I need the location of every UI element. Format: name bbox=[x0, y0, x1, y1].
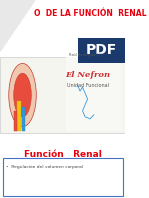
Text: Función   Renal: Función Renal bbox=[24, 150, 101, 159]
Ellipse shape bbox=[9, 63, 36, 127]
Text: Unidad Funcional: Unidad Funcional bbox=[67, 83, 109, 88]
FancyBboxPatch shape bbox=[77, 38, 125, 63]
Text: Raúl Rodríguez [?]: Raúl Rodríguez [?] bbox=[69, 53, 101, 57]
Bar bbox=[22, 107, 25, 131]
FancyBboxPatch shape bbox=[0, 57, 125, 133]
Text: El Nefron: El Nefron bbox=[65, 71, 110, 79]
Text: •  Regulación del volumen corporal: • Regulación del volumen corporal bbox=[6, 165, 83, 169]
Bar bbox=[14, 111, 17, 131]
Bar bbox=[17, 101, 21, 131]
Bar bbox=[66, 57, 121, 131]
Ellipse shape bbox=[14, 73, 31, 117]
FancyBboxPatch shape bbox=[3, 158, 123, 196]
Text: O  DE LA FUNCIÓN  RENAL: O DE LA FUNCIÓN RENAL bbox=[34, 9, 146, 18]
Polygon shape bbox=[0, 0, 35, 51]
Text: PDF: PDF bbox=[86, 44, 117, 57]
